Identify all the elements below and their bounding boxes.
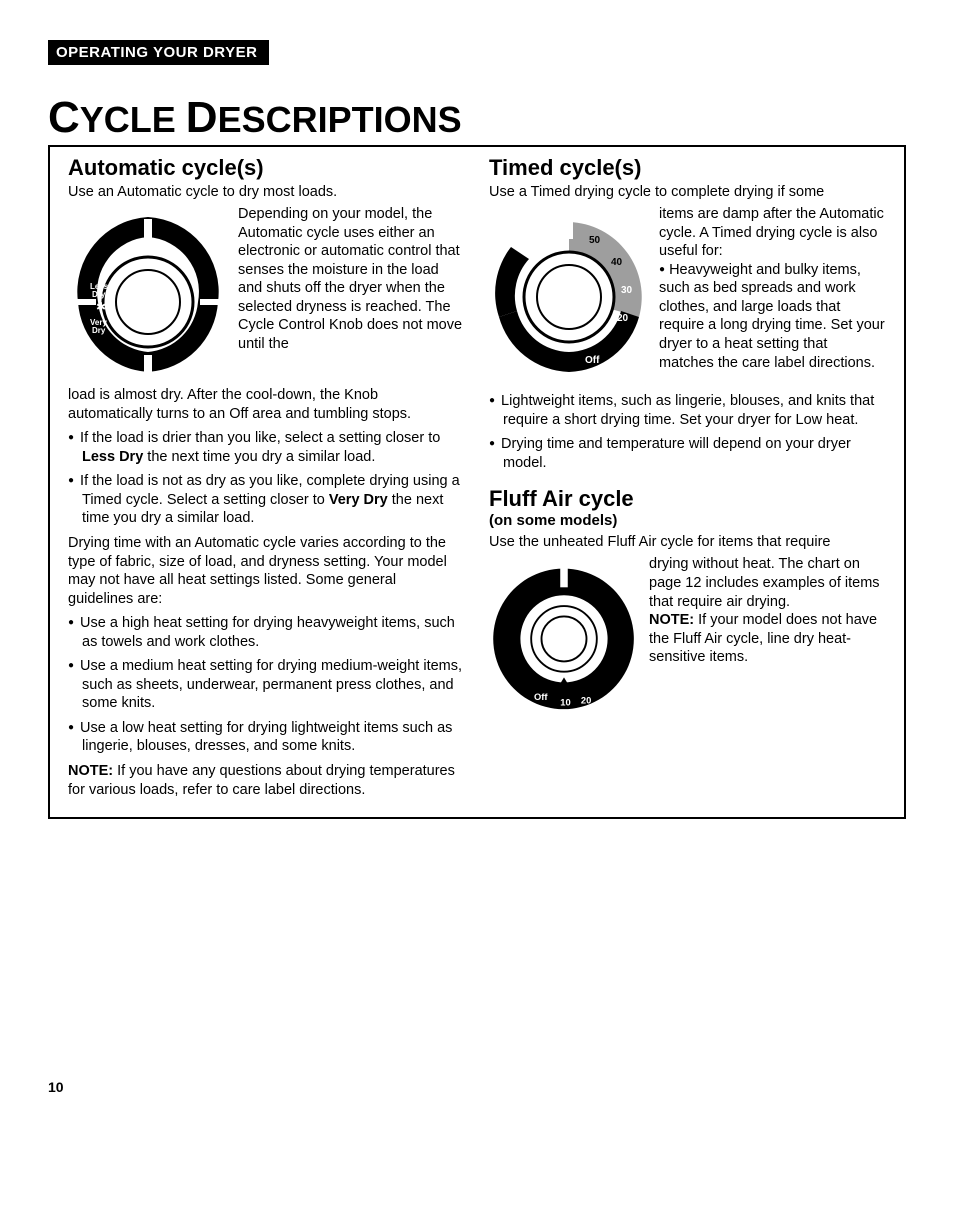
timed-knob-icon: 60 50 40 30 20 Off — [489, 207, 649, 382]
list-item: If the load is not as dry as you like, c… — [82, 472, 465, 528]
svg-text:Dry: Dry — [92, 326, 106, 335]
svg-text:Dry: Dry — [92, 290, 106, 299]
svg-text:40: 40 — [611, 257, 623, 268]
svg-text:10: 10 — [560, 698, 570, 708]
page-number: 10 — [48, 1079, 906, 1095]
automatic-after-wrap: load is almost dry. After the cool-down,… — [68, 386, 465, 423]
automatic-note: NOTE: If you have any questions about dr… — [68, 762, 465, 799]
list-item: Drying time and temperature will depend … — [503, 435, 886, 472]
left-column: Automatic cycle(s) Use an Automatic cycl… — [68, 155, 465, 799]
content-box: Automatic cycle(s) Use an Automatic cycl… — [48, 145, 906, 819]
list-item: If the load is drier than you like, sele… — [82, 429, 465, 466]
automatic-para2: Drying time with an Automatic cycle vari… — [68, 534, 465, 608]
list-item: Use a low heat setting for drying lightw… — [82, 719, 465, 756]
page-title: CYCLE DESCRIPTIONS — [48, 93, 906, 143]
automatic-bullets-1: If the load is drier than you like, sele… — [68, 429, 465, 528]
svg-text:50: 50 — [589, 235, 601, 246]
automatic-knob-icon: Off Less Dry Very Dry ✱ — [68, 207, 228, 382]
svg-text:Off: Off — [118, 246, 134, 258]
timed-intro: Use a Timed drying cycle to complete dry… — [489, 183, 886, 201]
fluff-knob-icon: Off 10 20 — [489, 557, 639, 722]
fluff-heading: Fluff Air cycle — [489, 486, 886, 512]
svg-text:20: 20 — [617, 313, 629, 324]
svg-text:30: 30 — [621, 285, 633, 296]
list-item: Lightweight items, such as lingerie, blo… — [503, 392, 886, 429]
svg-text:60: 60 — [559, 227, 571, 238]
fluff-intro: Use the unheated Fluff Air cycle for ite… — [489, 533, 886, 551]
list-item: Use a high heat setting for drying heavy… — [82, 614, 465, 651]
right-column: Timed cycle(s) Use a Timed drying cycle … — [489, 155, 886, 799]
svg-text:20: 20 — [581, 696, 591, 706]
svg-text:Off: Off — [534, 692, 548, 702]
automatic-intro: Use an Automatic cycle to dry most loads… — [68, 183, 465, 201]
timed-heading: Timed cycle(s) — [489, 155, 886, 181]
list-item: Use a medium heat setting for drying med… — [82, 657, 465, 713]
automatic-heading: Automatic cycle(s) — [68, 155, 465, 181]
fluff-subheading: (on some models) — [489, 512, 886, 529]
svg-text:✱: ✱ — [96, 300, 106, 314]
svg-text:Off: Off — [585, 355, 600, 366]
section-tab: OPERATING YOUR DRYER — [48, 40, 269, 65]
timed-bullets: Lightweight items, such as lingerie, blo… — [489, 392, 886, 472]
automatic-bullets-2: Use a high heat setting for drying heavy… — [68, 614, 465, 756]
